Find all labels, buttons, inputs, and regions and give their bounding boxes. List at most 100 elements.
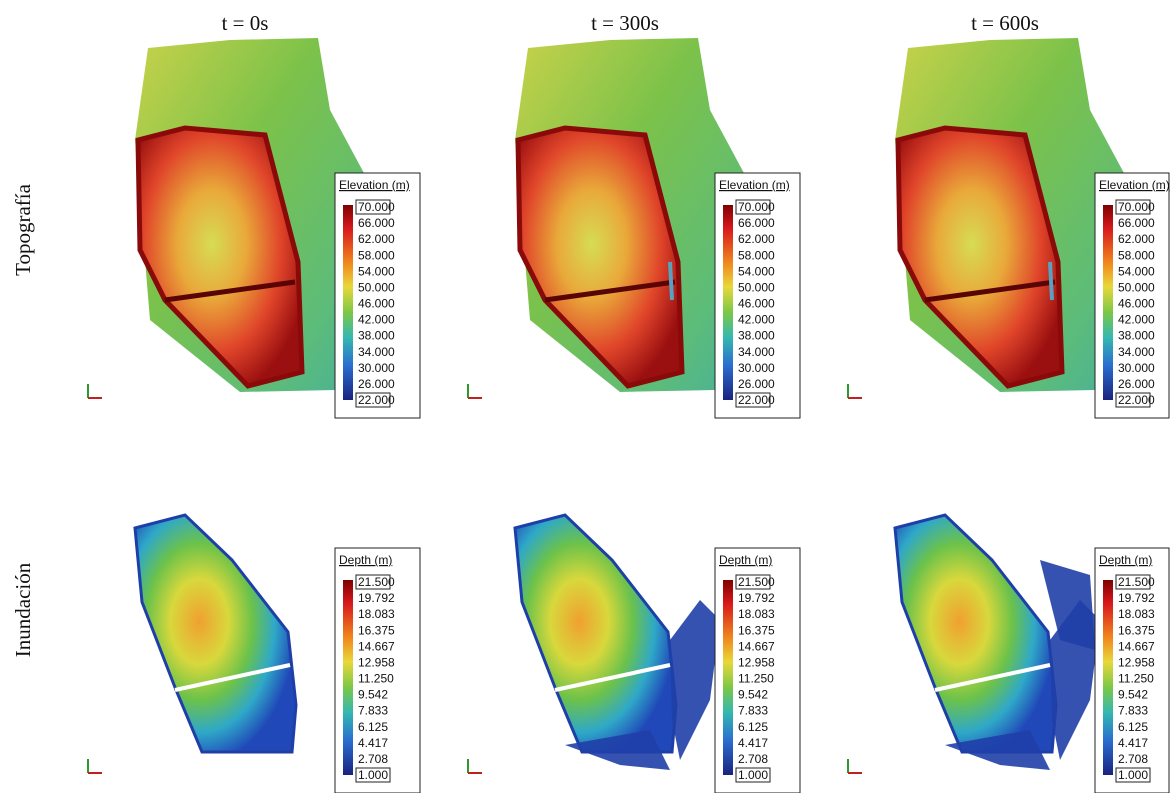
- legend-title: Elevation (m): [1099, 178, 1170, 192]
- legend-tick-label: 54.000: [358, 264, 395, 278]
- flood-area: [515, 515, 676, 752]
- legend-tick-label: 7.833: [358, 704, 388, 718]
- legend-tick-label: 62.000: [738, 232, 775, 246]
- legend-title: Depth (m): [1099, 553, 1152, 567]
- legend-tick-label: 34.000: [358, 345, 395, 359]
- map-panel: Depth (m)21.50019.79218.08316.37514.6671…: [88, 515, 420, 793]
- legend-tick-label: 7.833: [738, 704, 768, 718]
- legend-tick-label: 6.125: [358, 720, 388, 734]
- legend-tick-label: 1.000: [738, 768, 768, 782]
- colorbar: [723, 205, 733, 400]
- legend-tick-label: 16.375: [738, 623, 775, 637]
- colorbar: [343, 205, 353, 400]
- legend-tick-label: 2.708: [358, 752, 388, 766]
- legend-tick-label: 11.250: [738, 672, 774, 686]
- legend-tick-label: 38.000: [738, 329, 775, 343]
- legend-tick-label: 11.250: [1118, 672, 1154, 686]
- legend-tick-label: 4.417: [1118, 736, 1148, 750]
- legend-tick-label: 66.000: [358, 216, 395, 230]
- row-label: Topografía: [11, 183, 35, 276]
- legend-tick-label: 6.125: [738, 720, 768, 734]
- legend-tick-label: 9.542: [358, 688, 388, 702]
- legend-tick-label: 70.000: [358, 200, 395, 214]
- map-panel: Elevation (m)70.00066.00062.00058.00054.…: [88, 38, 420, 418]
- map-panel: Depth (m)21.50019.79218.08316.37514.6671…: [848, 515, 1169, 793]
- legend-tick-label: 22.000: [1118, 393, 1155, 407]
- legend-tick-label: 21.500: [1118, 575, 1155, 589]
- legend-tick-label: 21.500: [738, 575, 775, 589]
- flood-area: [135, 515, 296, 752]
- legend-tick-label: 58.000: [1118, 248, 1155, 262]
- legend-tick-label: 22.000: [738, 393, 775, 407]
- legend-tick-label: 12.958: [738, 655, 775, 669]
- legend-tick-label: 58.000: [738, 248, 775, 262]
- legend-title: Elevation (m): [339, 178, 410, 192]
- figure: t = 0s t = 300s t = 600s Topografía Inundaci…: [0, 0, 1170, 793]
- legend-tick-label: 9.542: [1118, 688, 1148, 702]
- legend-tick-label: 18.083: [358, 607, 395, 621]
- legend-tick-label: 46.000: [1118, 297, 1155, 311]
- legend-tick-label: 30.000: [1118, 361, 1155, 375]
- legend-tick-label: 1.000: [358, 768, 388, 782]
- legend-title: Elevation (m): [719, 178, 790, 192]
- legend-tick-label: 21.500: [358, 575, 395, 589]
- legend-tick-label: 46.000: [738, 297, 775, 311]
- colorbar: [343, 580, 353, 775]
- legend-tick-label: 26.000: [738, 377, 775, 391]
- legend-tick-label: 4.417: [738, 736, 768, 750]
- legend-tick-label: 9.542: [738, 688, 768, 702]
- flood-area: [895, 515, 1056, 752]
- legend-tick-label: 26.000: [1118, 377, 1155, 391]
- legend-tick-label: 4.417: [358, 736, 388, 750]
- legend-tick-label: 62.000: [1118, 232, 1155, 246]
- legend-tick-label: 34.000: [1118, 345, 1155, 359]
- legend-tick-label: 19.792: [1118, 591, 1155, 605]
- column-title: t = 600s: [971, 11, 1039, 35]
- breach: [1050, 262, 1052, 300]
- legend-tick-label: 14.667: [358, 639, 395, 653]
- legend-tick-label: 14.667: [738, 639, 775, 653]
- legend-tick-label: 38.000: [358, 329, 395, 343]
- colorbar: [1103, 580, 1113, 775]
- legend-tick-label: 7.833: [1118, 704, 1148, 718]
- legend-tick-label: 50.000: [1118, 280, 1155, 294]
- legend-tick-label: 22.000: [358, 393, 395, 407]
- legend-tick-label: 50.000: [738, 280, 775, 294]
- legend-tick-label: 66.000: [738, 216, 775, 230]
- row-label: Inundación: [11, 562, 35, 657]
- legend-tick-label: 26.000: [358, 377, 395, 391]
- legend-title: Depth (m): [719, 553, 772, 567]
- legend-tick-label: 46.000: [358, 297, 395, 311]
- breach: [670, 262, 672, 300]
- map-panel: Depth (m)21.50019.79218.08316.37514.6671…: [468, 515, 800, 793]
- legend-tick-label: 42.000: [738, 313, 775, 327]
- legend-tick-label: 42.000: [358, 313, 395, 327]
- legend-tick-label: 12.958: [358, 655, 395, 669]
- legend-tick-label: 50.000: [358, 280, 395, 294]
- legend-tick-label: 12.958: [1118, 655, 1155, 669]
- legend-tick-label: 54.000: [738, 264, 775, 278]
- page: {"columns": [{"title": "t = 0s"}, {"titl…: [0, 0, 1170, 793]
- colorbar: [1103, 205, 1113, 400]
- legend-tick-label: 1.000: [1118, 768, 1148, 782]
- legend-tick-label: 16.375: [1118, 623, 1155, 637]
- legend-tick-label: 11.250: [358, 672, 394, 686]
- colorbar: [723, 580, 733, 775]
- legend-tick-label: 6.125: [1118, 720, 1148, 734]
- legend-tick-label: 54.000: [1118, 264, 1155, 278]
- legend-tick-label: 2.708: [738, 752, 768, 766]
- legend-tick-label: 34.000: [738, 345, 775, 359]
- legend-tick-label: 42.000: [1118, 313, 1155, 327]
- map-panel: Elevation (m)70.00066.00062.00058.00054.…: [468, 38, 800, 418]
- legend-tick-label: 58.000: [358, 248, 395, 262]
- column-title: t = 300s: [591, 11, 659, 35]
- legend-tick-label: 30.000: [358, 361, 395, 375]
- legend-tick-label: 70.000: [1118, 200, 1155, 214]
- column-title: t = 0s: [222, 11, 269, 35]
- legend-tick-label: 30.000: [738, 361, 775, 375]
- legend-tick-label: 2.708: [1118, 752, 1148, 766]
- legend-tick-label: 19.792: [738, 591, 775, 605]
- legend-tick-label: 18.083: [1118, 607, 1155, 621]
- map-panel: Elevation (m)70.00066.00062.00058.00054.…: [848, 38, 1170, 418]
- legend-tick-label: 16.375: [358, 623, 395, 637]
